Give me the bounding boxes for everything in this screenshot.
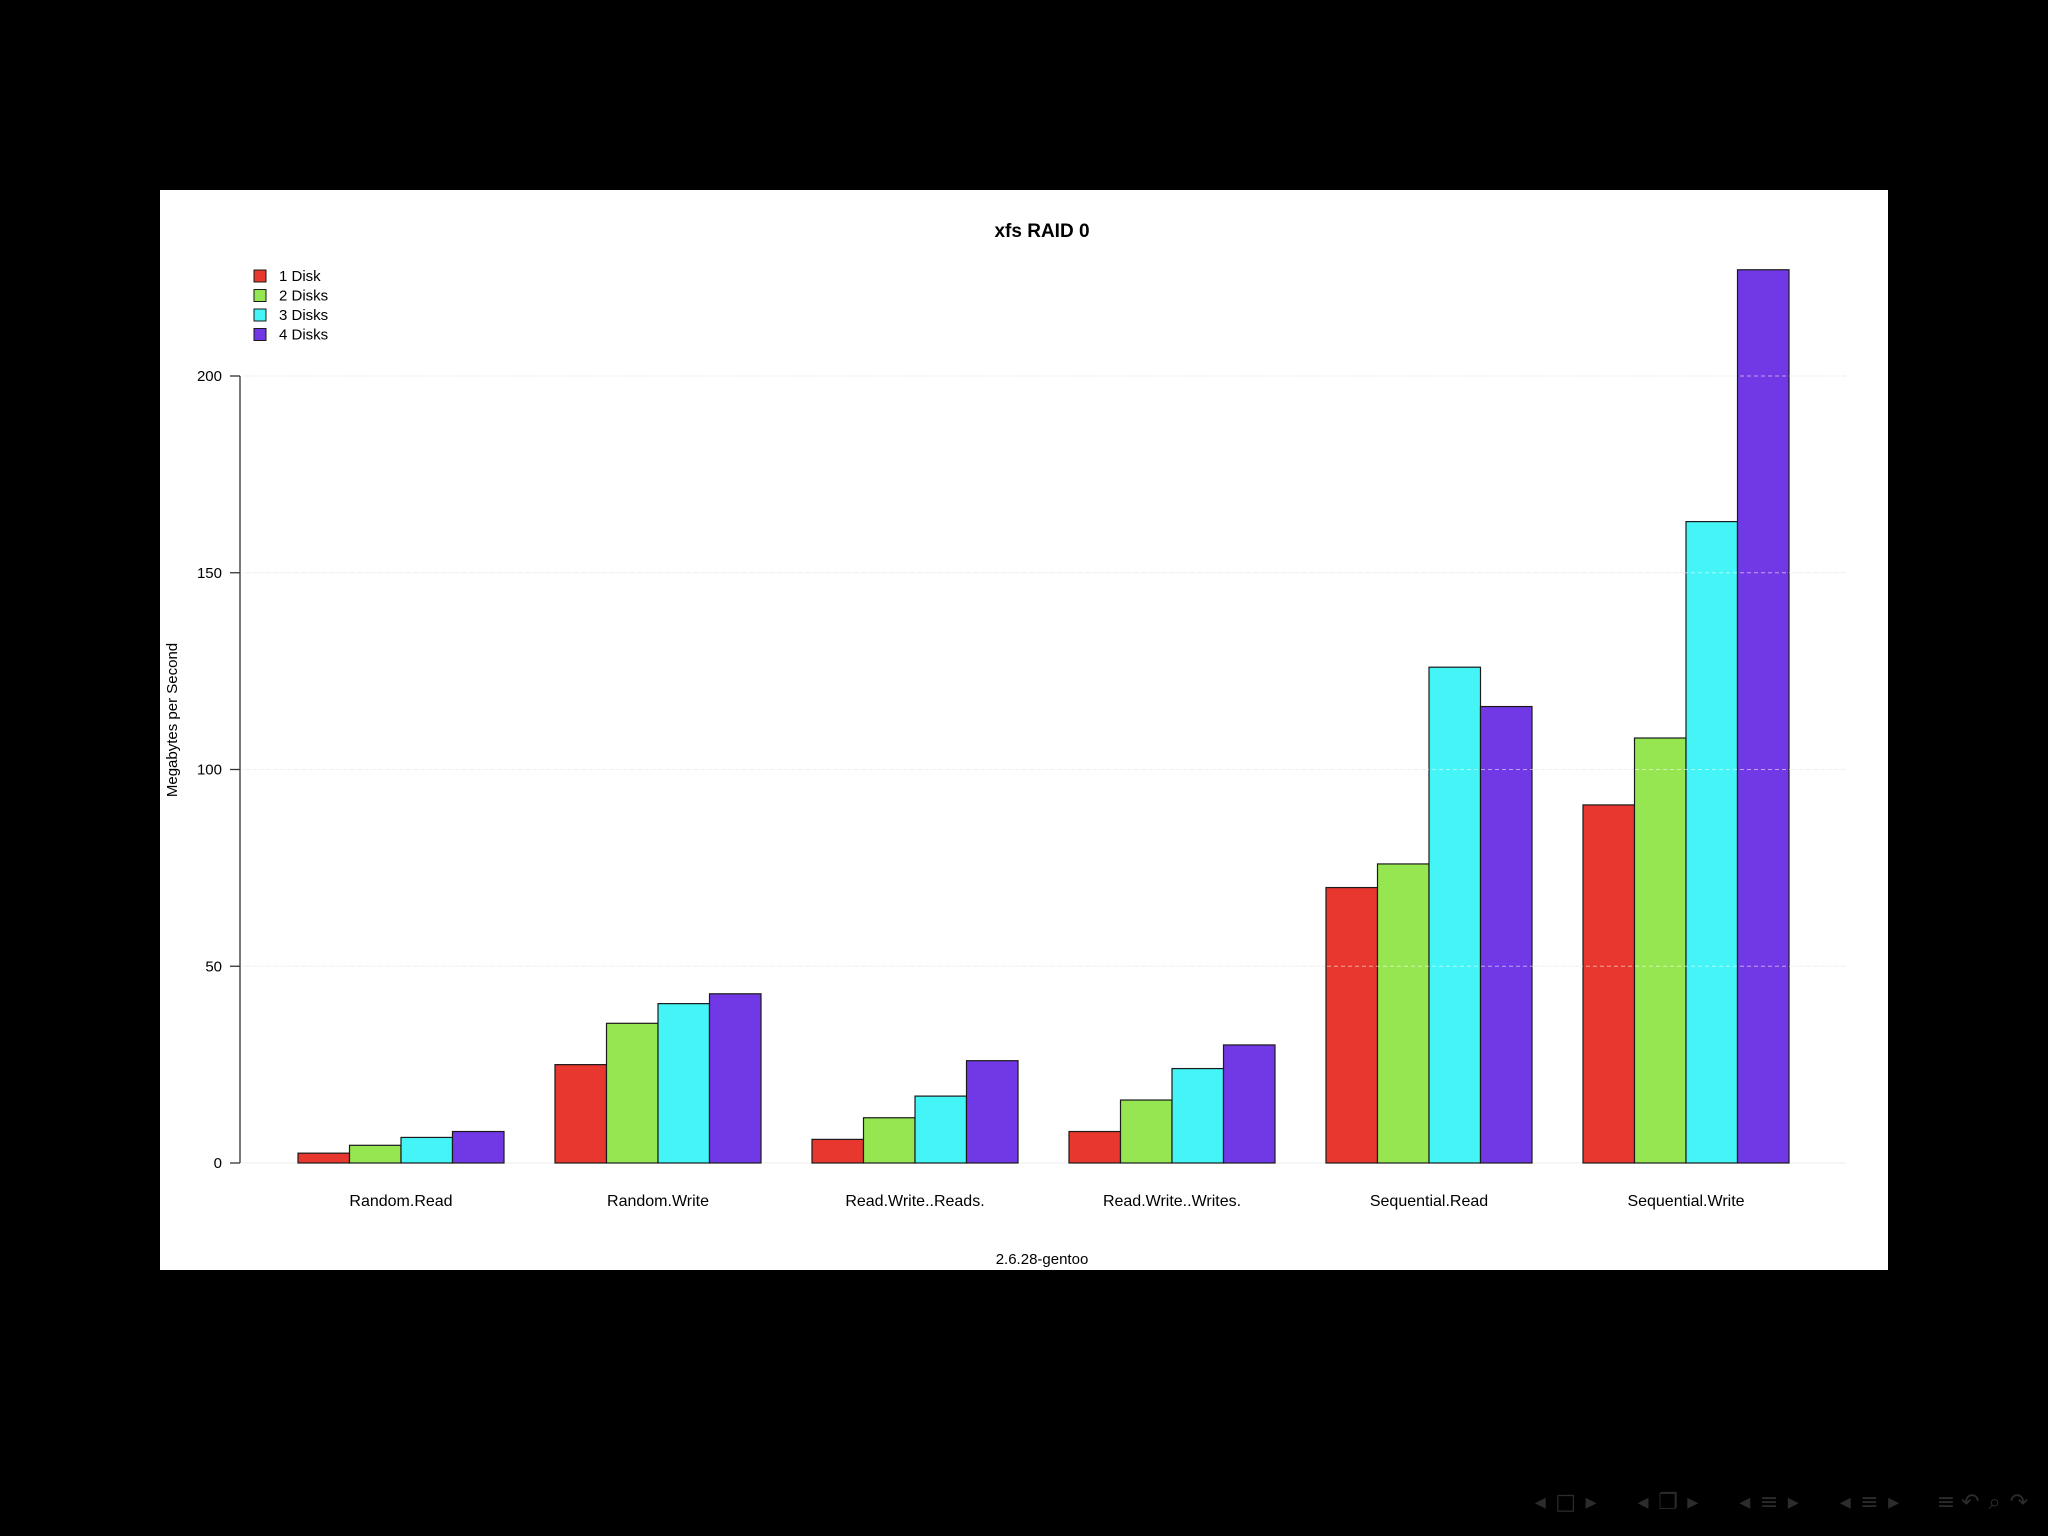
y-tick-label: 200	[197, 368, 222, 385]
bar-3-disks-read-write--writes-	[1171, 1067, 1225, 1164]
search-icon[interactable]: ⌕	[1988, 1489, 2001, 1515]
y-tick-label: 150	[197, 565, 222, 582]
bar-2-disks-read-write--writes-	[1119, 1099, 1173, 1164]
category-label: Random.Read	[349, 1193, 452, 1210]
section-icon[interactable]: ≡	[1860, 1489, 1879, 1515]
bar-3-disks-sequential-write	[1685, 520, 1739, 1164]
legend-swatch	[253, 328, 267, 341]
legend-label: 3 Disks	[279, 307, 328, 324]
category-labels: Random.Read Random.Write Read.Write..Reads…	[349, 1193, 1744, 1210]
y-axis-label: Megabytes per Second	[164, 643, 181, 797]
triangle-right-icon[interactable]: ▸	[1687, 1489, 1699, 1515]
category-label: Sequential.Write	[1627, 1193, 1744, 1210]
triangle-left-icon[interactable]: ◂	[1739, 1489, 1751, 1515]
triangle-left-icon[interactable]: ◂	[1534, 1489, 1546, 1515]
bar-1-disk-random-write	[554, 1064, 608, 1164]
subsection-icon[interactable]: ❐	[1658, 1489, 1678, 1515]
y-axis: 0 50 100 150 200	[197, 368, 241, 1172]
bar-4-disks-sequential-read	[1479, 705, 1533, 1164]
forward-icon[interactable]: ↷	[2009, 1489, 2028, 1515]
bar-4-disks-random-write	[708, 993, 762, 1164]
bar-1-disk-read-write--writes-	[1068, 1130, 1122, 1164]
legend-swatch	[253, 269, 267, 283]
bar-2-disks-random-write	[605, 1022, 659, 1164]
bar-2-disks-read-write--reads-	[862, 1117, 916, 1164]
bar-3-disks-random-read	[400, 1136, 454, 1164]
y-tick-label: 100	[197, 762, 222, 779]
menu-icon[interactable]: ≡	[1936, 1489, 1956, 1515]
bar-4-disks-sequential-write	[1736, 269, 1790, 1164]
bar-1-disk-random-read	[297, 1152, 351, 1164]
plot-panel: 0 50 100 150 200 xfs RAID 0 2.6.28-gentoo Me…	[160, 190, 1888, 1270]
beamer-navigation-bar: ◂ □ ▸ ◂ ❐ ▸ ◂ ≡ ▸ ◂ ≡ ▸ ≡ ↶ ⌕ ↷	[1531, 1482, 2028, 1522]
legend-label: 4 Disks	[279, 327, 328, 344]
bar-1-disk-sequential-write	[1582, 804, 1636, 1164]
chart-title: xfs RAID 0	[994, 221, 1089, 242]
category-label: Random.Write	[607, 1193, 709, 1210]
bar-2-disks-random-read	[348, 1144, 402, 1164]
bar-1-disk-sequential-read	[1325, 886, 1379, 1164]
bar-chart: 0 50 100 150 200 xfs RAID 0 2.6.28-gentoo Me…	[164, 221, 1846, 1268]
x-axis-label: 2.6.28-gentoo	[996, 1251, 1089, 1268]
category-label: Read.Write..Writes.	[1103, 1193, 1241, 1210]
section-icon[interactable]: ≡	[1759, 1489, 1779, 1515]
bar-4-disks-random-read	[451, 1130, 505, 1164]
bar-3-disks-sequential-read	[1428, 666, 1482, 1164]
legend-label: 1 Disk	[279, 268, 321, 285]
legend-label: 2 Disks	[279, 288, 328, 305]
triangle-right-icon[interactable]: ▸	[1585, 1489, 1597, 1515]
bar-1-disk-read-write--reads-	[811, 1138, 865, 1164]
y-tick-label: 50	[205, 958, 222, 975]
bar-3-disks-random-write	[657, 1003, 711, 1164]
triangle-right-icon[interactable]: ▸	[1888, 1489, 1900, 1515]
bar-2-disks-sequential-write	[1633, 737, 1687, 1164]
triangle-right-icon[interactable]: ▸	[1787, 1489, 1799, 1515]
category-label: Read.Write..Reads.	[845, 1193, 984, 1210]
bars-layer	[242, 269, 1846, 1164]
triangle-left-icon[interactable]: ◂	[1637, 1489, 1649, 1515]
triangle-left-icon[interactable]: ◂	[1839, 1489, 1851, 1515]
back-icon[interactable]: ↶	[1961, 1489, 1980, 1515]
category-label: Sequential.Read	[1370, 1193, 1488, 1210]
bar-4-disks-read-write--reads-	[965, 1060, 1019, 1164]
legend: 1 Disk 2 Disks 3 Disks 4 Disks	[253, 268, 328, 344]
legend-swatch	[253, 289, 267, 302]
y-tick-label: 0	[214, 1155, 222, 1172]
bar-4-disks-read-write--writes-	[1222, 1044, 1276, 1164]
frame-icon[interactable]: □	[1555, 1489, 1577, 1515]
bar-2-disks-sequential-read	[1376, 863, 1430, 1164]
legend-swatch	[253, 308, 267, 322]
bar-3-disks-read-write--reads-	[914, 1095, 968, 1164]
